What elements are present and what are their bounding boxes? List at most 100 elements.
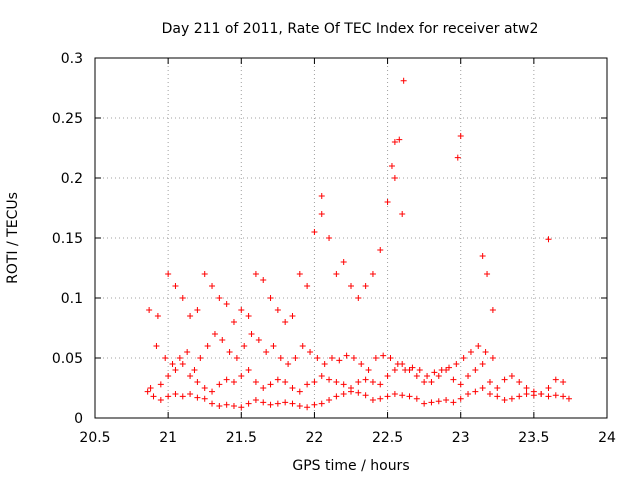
data-point-band-low xyxy=(223,401,230,408)
data-point-band-low xyxy=(472,388,479,395)
data-point-band-upper xyxy=(402,367,409,373)
data-point-band-low xyxy=(144,388,151,395)
data-point-band-low xyxy=(486,391,493,397)
data-point-band-upper xyxy=(169,361,176,367)
data-point-band-high xyxy=(172,283,179,289)
data-point-band-upper xyxy=(372,355,379,361)
data-point-band-low xyxy=(560,393,567,400)
chart-title: Day 211 of 2011, Rate Of TEC Index for r… xyxy=(162,21,539,37)
x-tick-label: 21.5 xyxy=(226,430,257,446)
data-point-band-mid xyxy=(421,379,428,385)
data-point-band-low xyxy=(443,397,450,403)
data-point-band-upper xyxy=(191,367,198,373)
data-point-band-low xyxy=(565,395,572,402)
data-point-band-upper xyxy=(255,337,262,343)
data-point-band-mid xyxy=(472,367,479,373)
data-point-band-low xyxy=(274,400,281,407)
data-point-band-high xyxy=(377,247,384,253)
data-point-band-mid xyxy=(252,379,259,385)
data-point-band-mid xyxy=(216,381,223,388)
data-point-band-high xyxy=(333,271,340,277)
data-point-outliers xyxy=(391,139,398,145)
data-point-band-low xyxy=(230,403,237,409)
data-point-outliers xyxy=(396,136,403,143)
data-point-band-mid xyxy=(165,373,172,379)
data-point-band-high xyxy=(267,295,274,301)
data-point-band-mid xyxy=(560,379,567,385)
data-point-band-mid xyxy=(340,381,347,388)
data-point-band-low xyxy=(457,395,464,402)
data-point-band-low xyxy=(289,400,296,407)
data-point-band-mid xyxy=(486,379,493,385)
data-point-band-mid xyxy=(530,388,537,395)
data-point-band-high xyxy=(260,277,267,283)
data-point-band-upper xyxy=(314,355,321,361)
data-point-band-low xyxy=(304,404,311,411)
data-point-band-high xyxy=(304,283,311,289)
data-point-band-mid xyxy=(157,381,164,388)
data-point-band-upper xyxy=(204,343,211,349)
data-point-band-upper xyxy=(453,361,460,367)
data-point-band-high xyxy=(154,313,161,319)
data-point-band-low xyxy=(333,393,340,400)
data-point-band-low xyxy=(238,404,245,411)
data-point-band-mid xyxy=(384,373,391,379)
data-point-band-upper xyxy=(285,361,292,367)
data-point-band-upper xyxy=(424,373,431,379)
data-point-band-low xyxy=(377,395,384,402)
data-point-band-high xyxy=(245,313,252,319)
data-point-band-mid xyxy=(289,385,296,391)
data-point-band-upper xyxy=(482,349,489,355)
data-point-band-low xyxy=(245,400,252,407)
data-point-band-high xyxy=(223,301,230,307)
data-point-band-high xyxy=(187,313,194,319)
data-point-band-mid xyxy=(282,379,289,385)
data-point-band-upper xyxy=(263,349,270,355)
x-tick-label: 23 xyxy=(452,430,470,446)
data-point-band-high xyxy=(311,229,318,235)
data-point-band-upper xyxy=(233,355,240,361)
data-point-band-low xyxy=(494,393,501,400)
data-point-band-low xyxy=(450,399,457,406)
data-point-band-low xyxy=(523,391,530,397)
data-point-band-high xyxy=(489,307,496,313)
data-point-band-mid xyxy=(362,376,369,383)
data-point-band-high xyxy=(194,307,201,313)
data-points xyxy=(144,77,572,411)
data-point-band-mid xyxy=(172,367,179,373)
data-point-band-high xyxy=(146,307,153,313)
data-point-band-low xyxy=(391,391,398,397)
data-point-band-low xyxy=(150,393,157,400)
data-point-band-mid xyxy=(274,376,281,383)
data-point-band-low xyxy=(413,395,420,402)
data-point-band-mid xyxy=(304,381,311,388)
data-point-band-mid xyxy=(209,388,216,395)
data-point-band-high xyxy=(274,307,281,313)
data-point-band-low xyxy=(435,398,442,405)
axis-ticks: 20.5 21 21.5 22 22.5 23 23.5 24 0 0.05 0.1 0.15 0.2 0… xyxy=(52,51,616,446)
data-point-band-low xyxy=(399,392,406,399)
data-point-band-mid xyxy=(223,376,230,383)
data-point-band-high xyxy=(289,313,296,319)
data-point-band-upper xyxy=(292,355,299,361)
data-point-band-mid xyxy=(318,373,325,379)
y-tick-label: 0.3 xyxy=(61,51,83,67)
data-point-band-mid xyxy=(230,379,237,385)
data-point-band-mid xyxy=(450,376,457,383)
data-point-band-upper xyxy=(248,331,255,337)
y-tick-label: 0 xyxy=(74,411,83,427)
data-point-band-mid xyxy=(245,367,252,373)
data-point-band-upper xyxy=(489,355,496,361)
data-point-band-high xyxy=(201,271,208,277)
data-point-band-low xyxy=(296,403,303,409)
x-tick-label: 24 xyxy=(598,430,616,446)
data-point-band-low xyxy=(384,393,391,400)
data-point-band-mid xyxy=(435,373,442,379)
data-point-band-low xyxy=(326,397,333,403)
x-tick-label: 22 xyxy=(306,430,324,446)
data-point-band-low xyxy=(362,392,369,399)
data-point-band-upper xyxy=(409,364,416,371)
data-point-band-low xyxy=(545,393,552,400)
data-point-band-mid xyxy=(428,379,435,385)
